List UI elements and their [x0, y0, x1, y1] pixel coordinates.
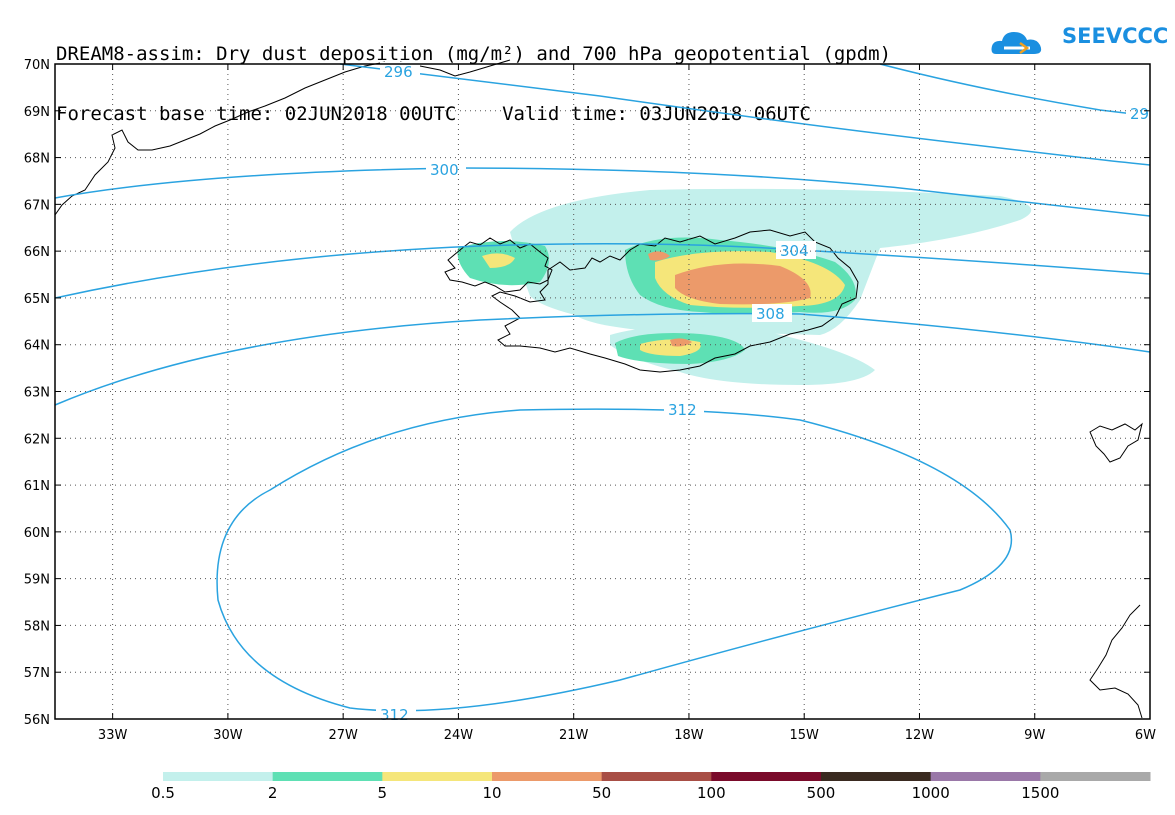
colorbar-swatch [272, 772, 383, 781]
colorbar-label: 1000 [912, 784, 950, 802]
coastlines [54, 59, 1143, 719]
lon-label: 15W [790, 728, 820, 743]
lon-label: 30W [213, 728, 243, 743]
lat-label: 58N [24, 619, 50, 634]
contour-label-312-south: 312 [380, 706, 409, 724]
title-line-1: DREAM8-assim: Dry dust deposition (mg/m²… [56, 43, 892, 65]
contour-label-29: 29 [1130, 105, 1149, 123]
colorbar: 0.5 2 5 10 50 100 500 1000 1500 [151, 772, 1151, 802]
lon-label: 21W [559, 728, 589, 743]
lat-label: 65N [24, 292, 50, 307]
colorbar-swatch [930, 772, 1041, 781]
colorbar-swatch [821, 772, 932, 781]
graticule [55, 64, 1150, 719]
lat-label: 56N [24, 713, 50, 728]
contour-312 [216, 408, 1013, 712]
lon-label: 27W [328, 728, 358, 743]
lat-label: 70N [24, 58, 50, 73]
colorbar-label: 50 [592, 784, 611, 802]
colorbar-label: 500 [807, 784, 836, 802]
colorbar-swatch [492, 772, 603, 781]
lat-label: 59N [24, 573, 50, 588]
lat-label: 64N [24, 339, 50, 354]
logo-text: SEEVCCC [1062, 24, 1169, 48]
contour-304 [54, 243, 1151, 299]
faroe-shetland-coast [1089, 422, 1143, 463]
contour-label-300: 300 [430, 161, 459, 179]
title-line-2: Forecast base time: 02JUN2018 00UTC Vali… [56, 103, 811, 125]
lon-label: 12W [905, 728, 935, 743]
latitude-axis: 70N 69N 68N 67N 66N 65N 64N 63N 62N 61N 60N 59N 58N 5… [24, 58, 1150, 728]
contour-296-ne [879, 63, 1151, 117]
lon-label: 24W [444, 728, 474, 743]
dust-region-orange [675, 263, 811, 305]
colorbar-label: 100 [697, 784, 726, 802]
longitude-axis: 33W 30W 27W 24W 21W 18W 15W 12W 9W 6W [98, 64, 1156, 743]
contour-300 [54, 167, 1151, 217]
cloud-logo-icon [991, 32, 1042, 55]
lon-label: 18W [674, 728, 704, 743]
lat-label: 62N [24, 432, 50, 447]
colorbar-swatch [163, 772, 274, 781]
dust-region-yellow-west [482, 253, 515, 268]
geopotential-contours [54, 63, 1151, 712]
scotland-coastline [1089, 604, 1143, 719]
colorbar-label: 2 [268, 784, 278, 802]
lat-label: 66N [24, 245, 50, 260]
dust-shading [457, 188, 1032, 385]
colorbar-label: 10 [482, 784, 501, 802]
lat-label: 67N [24, 198, 50, 213]
colorbar-swatch [1040, 772, 1151, 781]
lat-label: 69N [24, 105, 50, 120]
contour-label-296: 296 [384, 63, 413, 81]
colorbar-label: 0.5 [151, 784, 175, 802]
colorbar-swatch [382, 772, 493, 781]
contour-label-312-north: 312 [668, 401, 697, 419]
dust-region-orange-small [648, 251, 670, 261]
contour-296 [339, 63, 1151, 166]
colorbar-swatch [711, 772, 822, 781]
lon-label: 6W [1135, 728, 1156, 743]
lat-label: 57N [24, 666, 50, 681]
lon-label: 33W [98, 728, 128, 743]
contour-label-308: 308 [756, 305, 785, 323]
colorbar-swatch [601, 772, 712, 781]
contour-label-backdrops [376, 62, 1156, 723]
lat-label: 68N [24, 152, 50, 167]
lat-label: 63N [24, 386, 50, 401]
greenland-coastline [54, 59, 511, 216]
contour-labels: 296 29 300 304 308 312 312 [380, 63, 1149, 724]
contour-308 [54, 312, 1151, 406]
contour-label-304: 304 [780, 242, 809, 260]
lon-label: 9W [1024, 728, 1045, 743]
colorbar-label: 5 [378, 784, 388, 802]
lat-label: 61N [24, 479, 50, 494]
map-title: DREAM8-assim: Dry dust deposition (mg/m²… [56, 4, 891, 144]
lat-label: 60N [24, 526, 50, 541]
colorbar-label: 1500 [1021, 784, 1059, 802]
